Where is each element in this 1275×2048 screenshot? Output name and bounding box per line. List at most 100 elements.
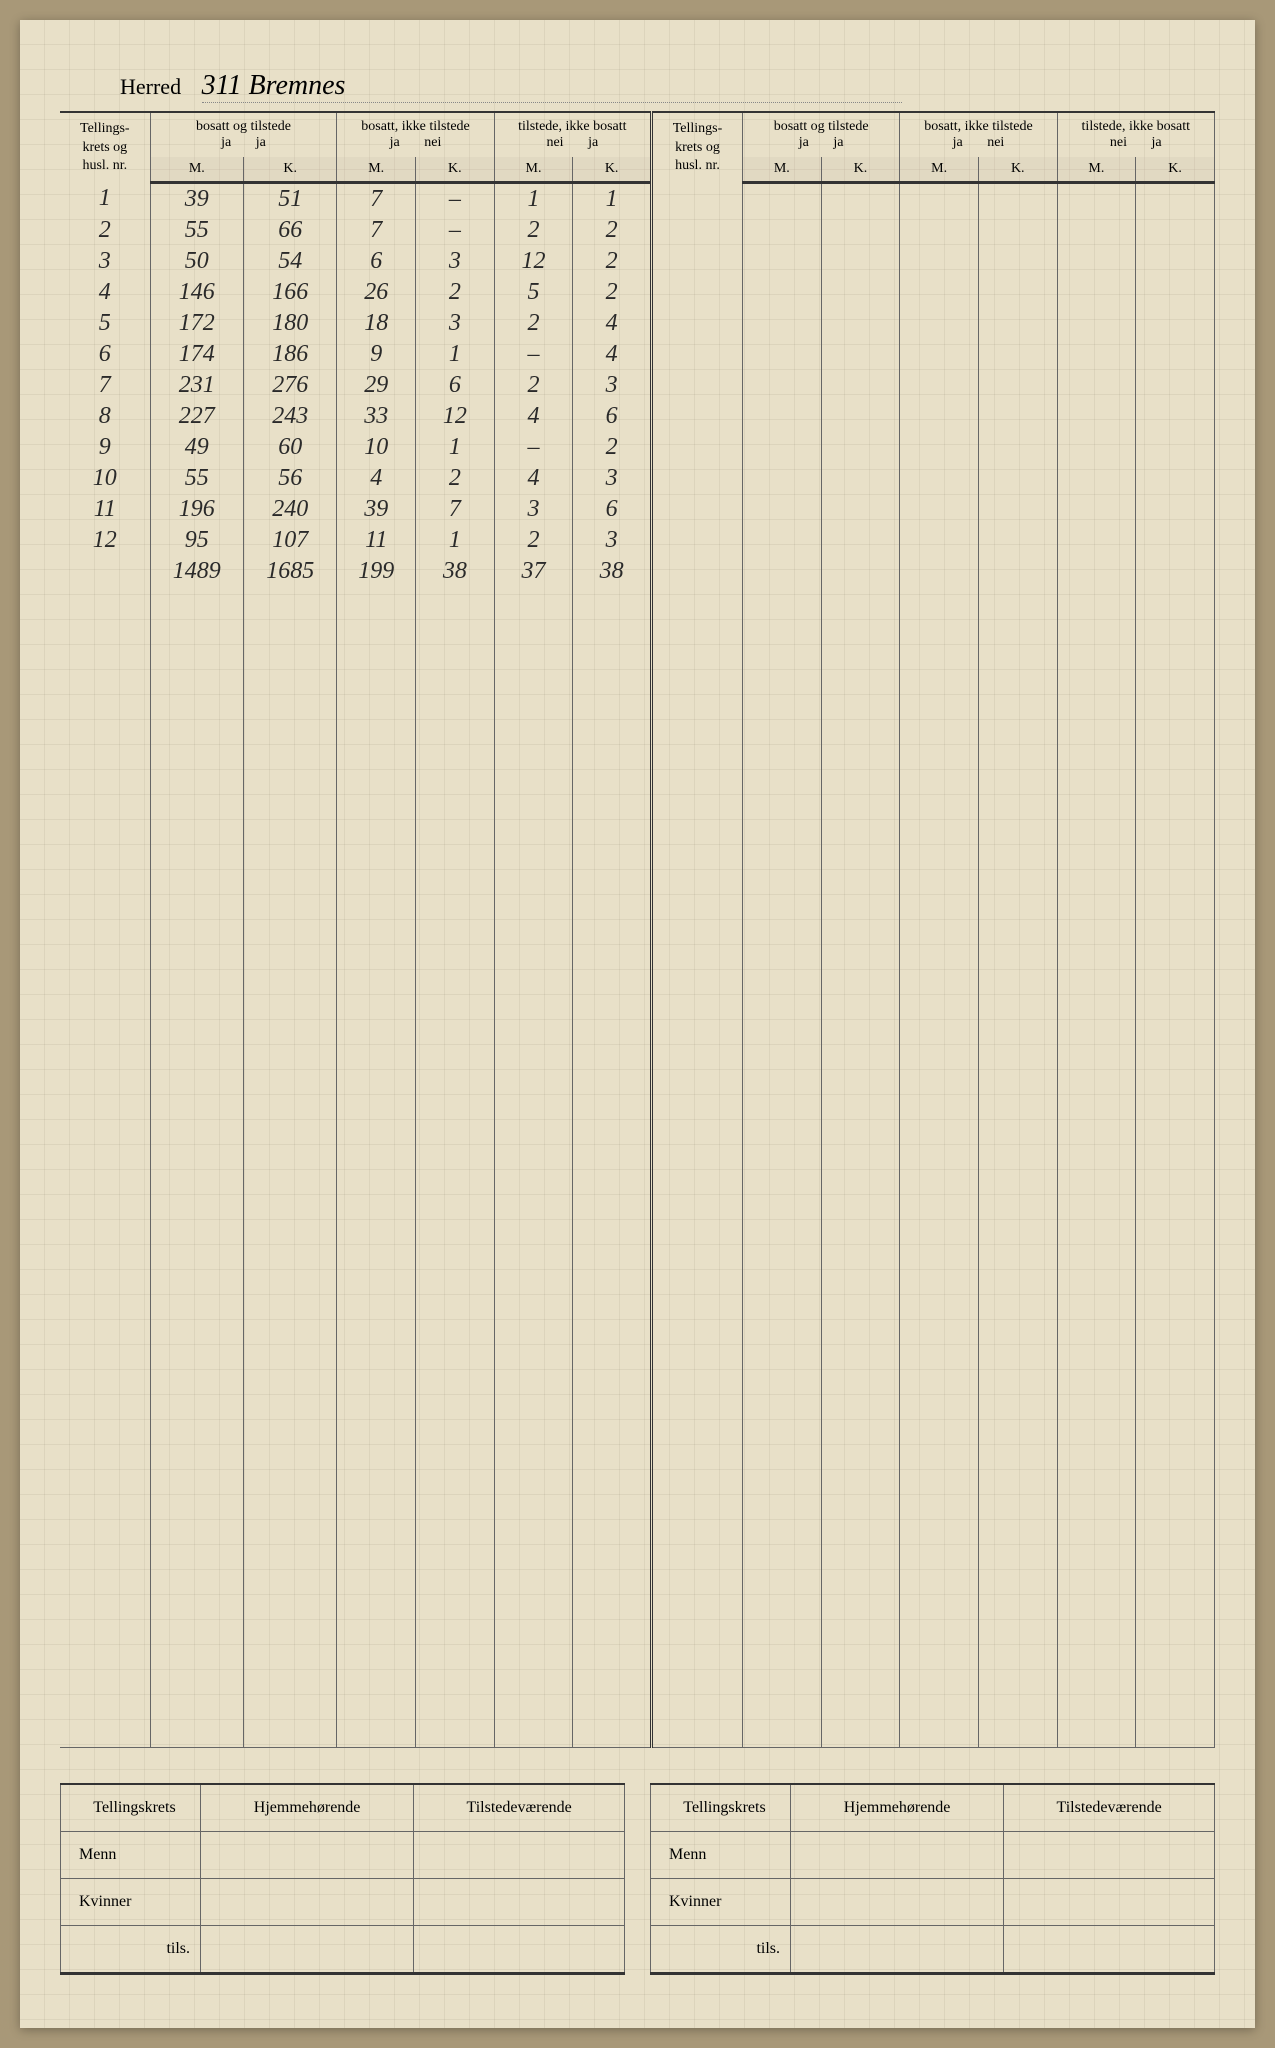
cell: 6 (573, 494, 652, 525)
cell: 3 (573, 370, 652, 401)
cell: 2 (573, 215, 652, 246)
total-cell: 38 (416, 556, 495, 587)
cell: 95 (150, 525, 243, 556)
row-index: 7 (60, 370, 150, 401)
summary-row-tils: tils. (651, 1925, 791, 1973)
summary-row-kvinner: Kvinner (651, 1878, 791, 1925)
table-row: 139517–11 (60, 183, 1215, 216)
header-row: Herred 311 Bremnes (120, 70, 1215, 103)
cell: 6 (337, 246, 416, 277)
row-index: 10 (60, 463, 150, 494)
cell: 39 (150, 183, 243, 216)
summary-row-tils: tils. (61, 1925, 201, 1973)
cell: 231 (150, 370, 243, 401)
herred-label: Herred (120, 74, 181, 100)
cell: 3 (416, 308, 495, 339)
cell: 3 (494, 494, 573, 525)
table-row: 723127629623 (60, 370, 1215, 401)
cell: 56 (244, 463, 337, 494)
total-cell: 38 (573, 556, 652, 587)
cell: 5 (494, 277, 573, 308)
cell: 2 (416, 463, 495, 494)
total-row: 14891685199383738 (60, 556, 1215, 587)
col-k: K. (573, 157, 652, 183)
row-index: 11 (60, 494, 150, 525)
cell: 7 (416, 494, 495, 525)
cell: 3 (573, 463, 652, 494)
cell: 50 (150, 246, 243, 277)
col-m: M. (150, 157, 243, 183)
cell: 4 (573, 339, 652, 370)
group-1-left: bosatt og tilstede ja ja (150, 112, 337, 157)
cell: 3 (573, 525, 652, 556)
cell: 2 (494, 215, 573, 246)
cell: 2 (494, 370, 573, 401)
table-row: 3505463122 (60, 246, 1215, 277)
cell: 174 (150, 339, 243, 370)
cell: 240 (244, 494, 337, 525)
row-index: 9 (60, 432, 150, 463)
row-index: 3 (60, 246, 150, 277)
group-3-left: tilstede, ikke bosatt nei ja (494, 112, 651, 157)
col-k: K. (821, 157, 900, 183)
total-cell: 1489 (150, 556, 243, 587)
cell: 26 (337, 277, 416, 308)
summary-col-2: Hjemmehørende (201, 1784, 414, 1832)
cell: 2 (494, 525, 573, 556)
cell: 243 (244, 401, 337, 432)
cell: 7 (337, 183, 416, 216)
cell: 9 (337, 339, 416, 370)
summary-table-left: Tellingskrets Hjemmehørende Tilstedevære… (60, 1783, 625, 1975)
cell: 180 (244, 308, 337, 339)
summary-col-1: Tellingskrets (61, 1784, 201, 1832)
row-index: 4 (60, 277, 150, 308)
cell: 1 (416, 432, 495, 463)
cell: 54 (244, 246, 337, 277)
total-cell: 1685 (244, 556, 337, 587)
summary-col-3: Tilstedeværende (1004, 1784, 1215, 1832)
cell: 276 (244, 370, 337, 401)
summary-section: Tellingskrets Hjemmehørende Tilstedevære… (60, 1783, 1215, 1975)
cell: 2 (573, 277, 652, 308)
cell: 4 (494, 401, 573, 432)
herred-value: 311 Bremnes (202, 70, 902, 103)
cell: 3 (416, 246, 495, 277)
cell: 51 (244, 183, 337, 216)
cell: 55 (150, 463, 243, 494)
cell: 29 (337, 370, 416, 401)
col-m: M. (494, 157, 573, 183)
index-header-right: Tellings- krets og husl. nr. (651, 112, 742, 183)
col-k: K. (978, 157, 1057, 183)
row-index: 12 (60, 525, 150, 556)
cell: 1 (416, 339, 495, 370)
row-index: 2 (60, 215, 150, 246)
row-index: 1 (60, 183, 150, 216)
summary-row-menn: Menn (651, 1831, 791, 1878)
cell: – (416, 215, 495, 246)
table-row: 517218018324 (60, 308, 1215, 339)
summary-col-1: Tellingskrets (651, 1784, 791, 1832)
index-header: Tellings- krets og husl. nr. (60, 112, 150, 183)
cell: 39 (337, 494, 416, 525)
col-k: K. (1136, 157, 1215, 183)
summary-row-menn: Menn (61, 1831, 201, 1878)
cell: 4 (494, 463, 573, 494)
cell: 49 (150, 432, 243, 463)
cell: 1 (494, 183, 573, 216)
cell: 2 (573, 246, 652, 277)
empty-space (60, 587, 1215, 1747)
table-row: 255667–22 (60, 215, 1215, 246)
table-row: 1119624039736 (60, 494, 1215, 525)
cell: 107 (244, 525, 337, 556)
cell: 60 (244, 432, 337, 463)
cell: 12 (494, 246, 573, 277)
col-k: K. (244, 157, 337, 183)
total-cell: 37 (494, 556, 573, 587)
cell: 2 (573, 432, 652, 463)
table-row: 617418691–4 (60, 339, 1215, 370)
cell: 10 (337, 432, 416, 463)
cell: 172 (150, 308, 243, 339)
table-row: 129510711123 (60, 525, 1215, 556)
table-row: 94960101–2 (60, 432, 1215, 463)
cell: – (494, 432, 573, 463)
